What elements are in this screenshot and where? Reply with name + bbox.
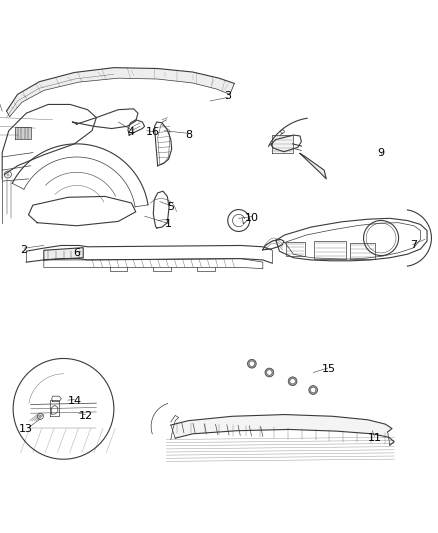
Circle shape [288, 377, 297, 386]
Circle shape [290, 378, 295, 384]
Text: 15: 15 [321, 365, 336, 374]
Text: 12: 12 [78, 411, 92, 421]
Text: 16: 16 [146, 127, 160, 136]
Polygon shape [171, 415, 394, 445]
Text: 8: 8 [185, 130, 192, 140]
Polygon shape [44, 248, 83, 260]
Circle shape [281, 130, 284, 133]
Bar [350, 243, 375, 260]
Text: 11: 11 [367, 433, 381, 443]
Circle shape [4, 171, 11, 178]
Text: 7: 7 [410, 240, 417, 251]
Text: 14: 14 [67, 397, 81, 406]
Circle shape [309, 386, 318, 394]
Text: 13: 13 [19, 424, 33, 434]
Bar [286, 242, 305, 256]
Text: 4: 4 [128, 127, 135, 136]
Text: 9: 9 [378, 148, 385, 158]
Polygon shape [7, 68, 234, 117]
Circle shape [311, 387, 316, 393]
Text: 1: 1 [165, 219, 172, 229]
Circle shape [265, 368, 274, 377]
Circle shape [247, 359, 256, 368]
Bar [314, 241, 346, 259]
Text: 10: 10 [245, 213, 259, 223]
Text: 6: 6 [73, 248, 80, 259]
Text: 3: 3 [224, 91, 231, 101]
Text: 2: 2 [21, 245, 28, 255]
Polygon shape [300, 154, 326, 179]
Polygon shape [272, 135, 293, 152]
Polygon shape [15, 127, 31, 140]
Circle shape [267, 370, 272, 375]
Circle shape [249, 361, 254, 366]
Text: 5: 5 [167, 203, 174, 212]
